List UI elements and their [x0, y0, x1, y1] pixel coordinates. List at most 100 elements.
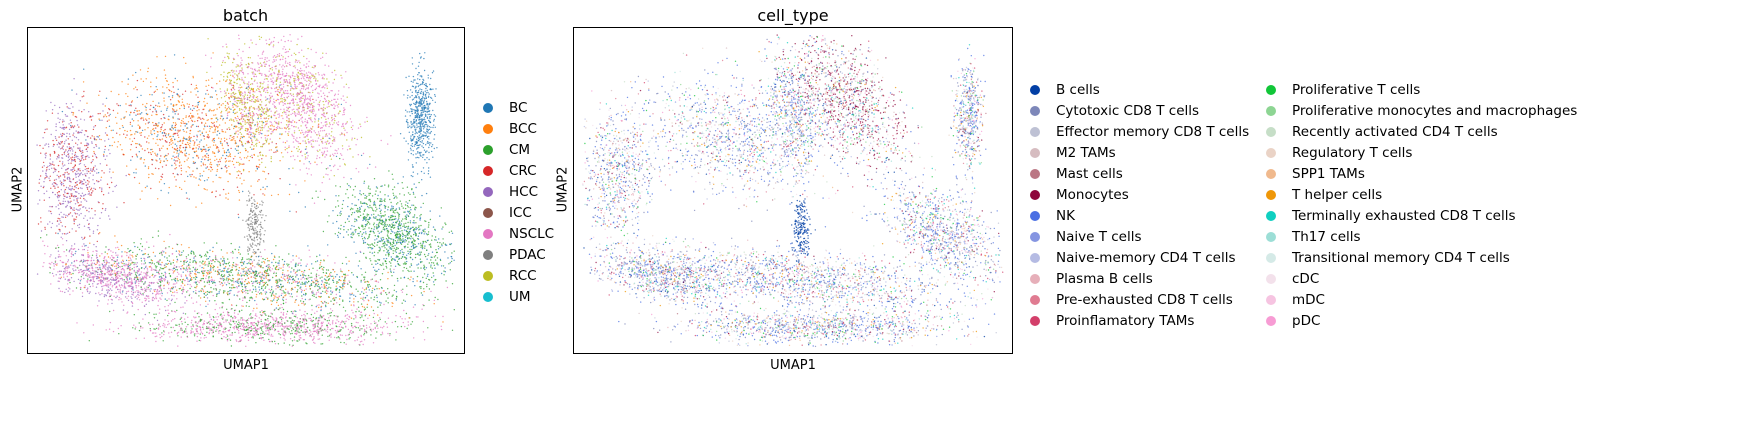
legend-marker — [1266, 273, 1276, 284]
legend-marker — [483, 102, 493, 113]
legend-marker — [1030, 147, 1040, 158]
legend-marker — [483, 165, 493, 176]
legend-entry-spp1-tams: SPP1 TAMs — [1266, 163, 1577, 184]
legend-entry-pdc: pDC — [1266, 310, 1577, 331]
legend-label: Naive T cells — [1056, 228, 1142, 245]
legend-label: Proliferative monocytes and macrophages — [1292, 102, 1578, 119]
legend-marker — [1266, 147, 1276, 158]
legend-marker — [483, 291, 493, 302]
legend-label: mDC — [1292, 291, 1325, 308]
legend-entry-crc: CRC — [483, 160, 554, 181]
legend-label: NK — [1056, 207, 1075, 224]
legend-label: RCC — [509, 267, 537, 284]
legend-entry-naive-t-cells: Naive T cells — [1030, 226, 1249, 247]
legend-entry-rcc: RCC — [483, 265, 554, 286]
legend-cell-type-column-2: Proliferative T cells Proliferative monoc… — [1266, 79, 1577, 331]
legend-entry-bc: BC — [483, 97, 554, 118]
legend-label: Proinflamatory TAMs — [1056, 312, 1195, 329]
chart-title-batch: batch — [222, 6, 269, 25]
legend-label: Regulatory T cells — [1292, 144, 1413, 161]
legend-marker — [483, 207, 493, 218]
legend-entry-t-helper-cells: T helper cells — [1266, 184, 1577, 205]
legend-marker — [1266, 252, 1276, 263]
legend-entry-proliferative-t-cells: Proliferative T cells — [1266, 79, 1577, 100]
legend-batch: BC BCC CM CRC HCC ICC NSCLC PDAC RCC UM — [483, 97, 554, 307]
legend-entry-pdac: PDAC — [483, 244, 554, 265]
legend-marker — [1030, 210, 1040, 221]
legend-label: Cytotoxic CD8 T cells — [1056, 102, 1200, 119]
legend-label: Proliferative T cells — [1292, 81, 1421, 98]
legend-entry-icc: ICC — [483, 202, 554, 223]
legend-marker — [1030, 105, 1040, 116]
y-axis-label-batch: UMAP2 — [10, 166, 26, 213]
legend-marker — [1030, 84, 1040, 95]
legend-label: BCC — [509, 120, 537, 137]
legend-entry-nsclc: NSCLC — [483, 223, 554, 244]
legend-label: Terminally exhausted CD8 T cells — [1292, 207, 1516, 224]
legend-marker — [483, 123, 493, 134]
legend-marker — [1266, 294, 1276, 305]
legend-label: ICC — [509, 204, 532, 221]
legend-marker — [1266, 84, 1276, 95]
legend-marker — [1266, 315, 1276, 326]
x-axis-label-batch: UMAP1 — [223, 358, 269, 373]
legend-entry-cytotoxic-cd8-t-cells: Cytotoxic CD8 T cells — [1030, 100, 1249, 121]
legend-label: Mast cells — [1056, 165, 1123, 182]
legend-marker — [1030, 231, 1040, 242]
legend-entry-b-cells: B cells — [1030, 79, 1249, 100]
legend-entry-th17-cells: Th17 cells — [1266, 226, 1577, 247]
legend-label: Plasma B cells — [1056, 270, 1153, 287]
legend-label: M2 TAMs — [1056, 144, 1116, 161]
legend-entry-cdc: cDC — [1266, 268, 1577, 289]
legend-entry-proliferative-monocytes-and-macrophages: Proliferative monocytes and macrophages — [1266, 100, 1577, 121]
legend-label: NSCLC — [509, 225, 555, 242]
legend-entry-monocytes: Monocytes — [1030, 184, 1249, 205]
legend-label: B cells — [1056, 81, 1100, 98]
legend-marker — [1266, 231, 1276, 242]
legend-label: BC — [509, 99, 528, 116]
legend-label: pDC — [1292, 312, 1321, 329]
legend-label: Th17 cells — [1292, 228, 1361, 245]
legend-label: PDAC — [509, 246, 546, 263]
legend-marker — [1266, 105, 1276, 116]
legend-marker — [1030, 126, 1040, 137]
legend-label: Naive-memory CD4 T cells — [1056, 249, 1236, 266]
legend-entry-proinflamatory-tams: Proinflamatory TAMs — [1030, 310, 1249, 331]
scatter-plot-area-cell-type — [573, 27, 1013, 354]
legend-label: Effector memory CD8 T cells — [1056, 123, 1250, 140]
legend-entry-um: UM — [483, 286, 554, 307]
legend-marker — [1030, 315, 1040, 326]
legend-entry-m2-tams: M2 TAMs — [1030, 142, 1249, 163]
legend-entry-terminally-exhausted-cd8-t-cells: Terminally exhausted CD8 T cells — [1266, 205, 1577, 226]
legend-marker — [483, 270, 493, 281]
legend-label: Recently activated CD4 T cells — [1292, 123, 1498, 140]
legend-marker — [1266, 210, 1276, 221]
legend-label: Monocytes — [1056, 186, 1129, 203]
legend-entry-plasma-b-cells: Plasma B cells — [1030, 268, 1249, 289]
x-axis-label-cell-type: UMAP1 — [770, 358, 816, 373]
legend-entry-hcc: HCC — [483, 181, 554, 202]
scatter-plot-area-batch — [27, 27, 465, 354]
scatter-points — [36, 34, 455, 347]
legend-entry-pre-exhausted-cd8-t-cells: Pre-exhausted CD8 T cells — [1030, 289, 1249, 310]
legend-label: Transitional memory CD4 T cells — [1292, 249, 1510, 266]
legend-label: HCC — [509, 183, 539, 200]
legend-label: cDC — [1292, 270, 1320, 287]
legend-label: SPP1 TAMs — [1292, 165, 1365, 182]
legend-entry-effector-memory-cd8-t-cells: Effector memory CD8 T cells — [1030, 121, 1249, 142]
legend-entry-bcc: BCC — [483, 118, 554, 139]
legend-entry-recently-activated-cd4-t-cells: Recently activated CD4 T cells — [1266, 121, 1577, 142]
scatter-points — [582, 34, 1004, 348]
legend-label: T helper cells — [1292, 186, 1383, 203]
y-axis-label-cell-type: UMAP2 — [555, 166, 571, 213]
legend-label: CRC — [509, 162, 537, 179]
legend-label: CM — [509, 141, 531, 158]
legend-entry-mast-cells: Mast cells — [1030, 163, 1249, 184]
legend-entry-nk: NK — [1030, 205, 1249, 226]
legend-label: Pre-exhausted CD8 T cells — [1056, 291, 1233, 308]
legend-marker — [1030, 273, 1040, 284]
legend-marker — [1030, 168, 1040, 179]
legend-entry-naive-memory-cd4-t-cells: Naive-memory CD4 T cells — [1030, 247, 1249, 268]
legend-marker — [1266, 126, 1276, 137]
legend-marker — [483, 228, 493, 239]
